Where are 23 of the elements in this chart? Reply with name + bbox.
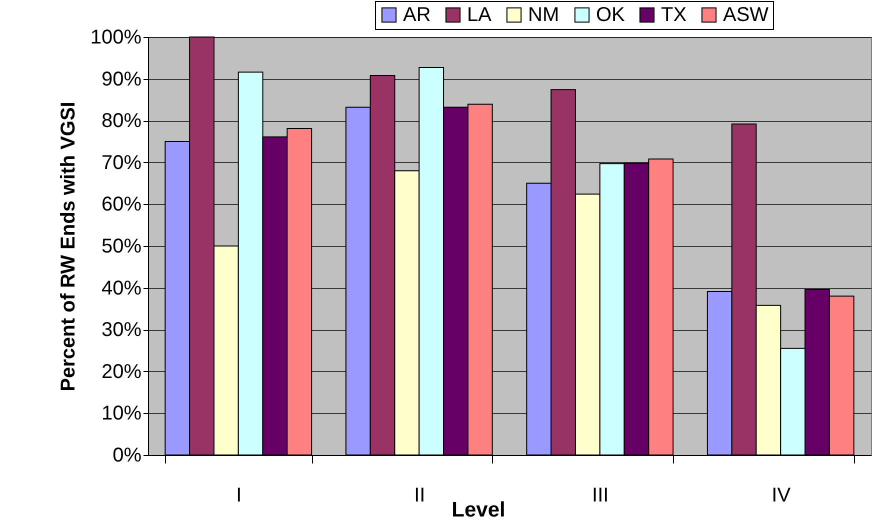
- legend-label: ASW: [723, 4, 769, 26]
- y-tick-label: 80%: [101, 110, 142, 132]
- y-tick-label: 40%: [101, 277, 142, 300]
- y-tick-label: 60%: [101, 194, 142, 216]
- x-tick-label: IV: [772, 484, 792, 506]
- y-tick-label: 90%: [101, 68, 142, 90]
- y-tick-label: 20%: [101, 360, 142, 383]
- legend-label: LA: [467, 4, 492, 26]
- x-axis-title: Level: [452, 498, 506, 521]
- y-tick-label: 0%: [112, 444, 142, 466]
- y-tick-label: 50%: [101, 236, 142, 258]
- legend-label: TX: [661, 4, 687, 26]
- legend-label: AR: [403, 4, 431, 26]
- x-tick-label: I: [236, 484, 242, 506]
- y-tick-label: 100%: [90, 26, 142, 48]
- y-axis-title: Percent of RW Ends with VGSI: [57, 102, 80, 392]
- legend-label: NM: [528, 4, 560, 26]
- legend-label: OK: [596, 4, 626, 26]
- y-tick-label: 10%: [101, 402, 142, 425]
- y-tick-label: 70%: [101, 152, 142, 174]
- x-tick-label: II: [414, 484, 426, 506]
- x-tick-label: III: [592, 484, 609, 506]
- y-tick-label: 30%: [101, 319, 142, 342]
